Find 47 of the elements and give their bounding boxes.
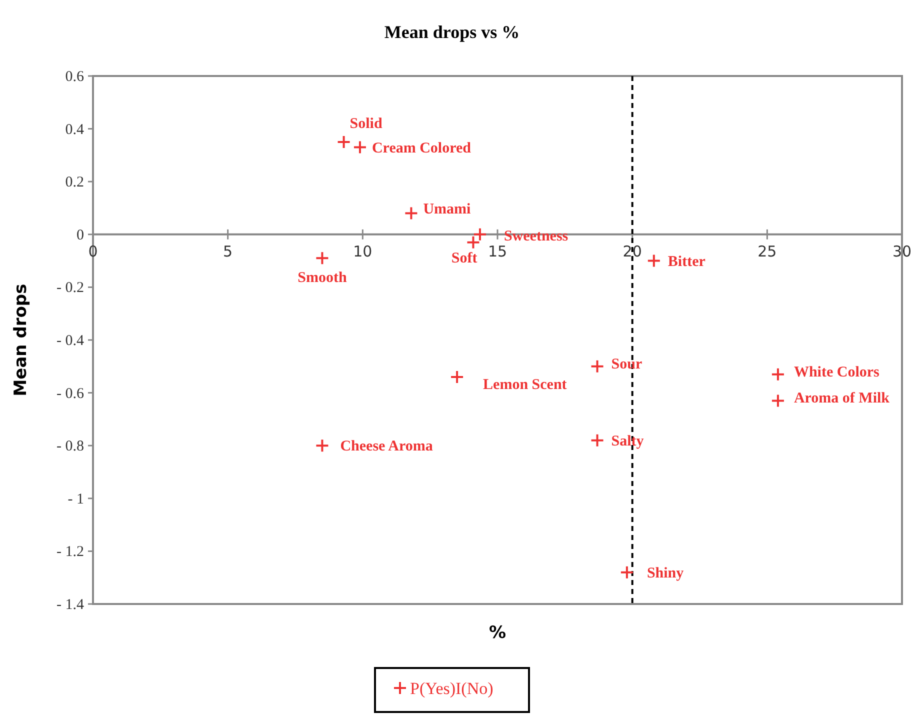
x-tick-label: 15 <box>488 242 508 260</box>
point <box>404 206 418 220</box>
annotation: Sour <box>611 356 642 372</box>
annotation: Lemon Scent <box>483 376 567 393</box>
point <box>646 254 661 268</box>
y-tick-label: - 0.2 <box>56 280 84 296</box>
y-tick-label: - 0.8 <box>56 438 84 455</box>
y-axis-title: Mean drops <box>11 284 31 396</box>
y-tick-label: 0.4 <box>65 122 84 138</box>
point <box>620 565 634 580</box>
annotation: Cream Colored <box>372 140 472 156</box>
point <box>336 135 351 149</box>
x-axis-title: % <box>488 623 506 643</box>
legend-label: P(Yes)I(No) <box>410 679 494 698</box>
chart-title: Mean drops vs % <box>384 22 520 42</box>
annotation: Cheese Aroma <box>340 438 434 455</box>
x-tick-label: 25 <box>758 242 777 260</box>
y-tick-label: 0.6 <box>65 69 84 85</box>
annotation: Smooth <box>298 270 348 286</box>
annotation: Bitter <box>668 254 706 270</box>
y-tick-label: - 1 <box>68 491 84 508</box>
annotation: Solid <box>350 116 383 132</box>
point <box>315 251 330 266</box>
annotation: Umami <box>423 201 471 218</box>
y-tick-label: 0 <box>76 227 84 244</box>
annotation: Shiny <box>646 565 684 582</box>
y-tick-label: - 1.2 <box>56 544 84 560</box>
point <box>590 359 604 374</box>
point <box>315 438 330 453</box>
y-tick-label: - 0.4 <box>56 333 84 349</box>
x-tick-label: 5 <box>223 242 233 260</box>
annotation: Aroma of Milk <box>794 390 890 407</box>
annotation: Soft <box>451 250 478 266</box>
x-tick-label: 10 <box>353 242 372 260</box>
point <box>466 235 480 250</box>
point <box>352 140 367 154</box>
annotation: Salty <box>611 433 644 450</box>
y-tick-label: - 0.6 <box>56 386 84 402</box>
point <box>450 370 464 384</box>
y-tick-label: 0.2 <box>65 174 84 191</box>
point <box>770 367 785 382</box>
point <box>770 394 785 408</box>
y-tick-label: - 1.4 <box>56 597 84 613</box>
x-tick-label: 20 <box>622 242 642 260</box>
annotation: White Colors <box>794 364 880 380</box>
point <box>590 433 604 448</box>
point <box>472 227 487 242</box>
